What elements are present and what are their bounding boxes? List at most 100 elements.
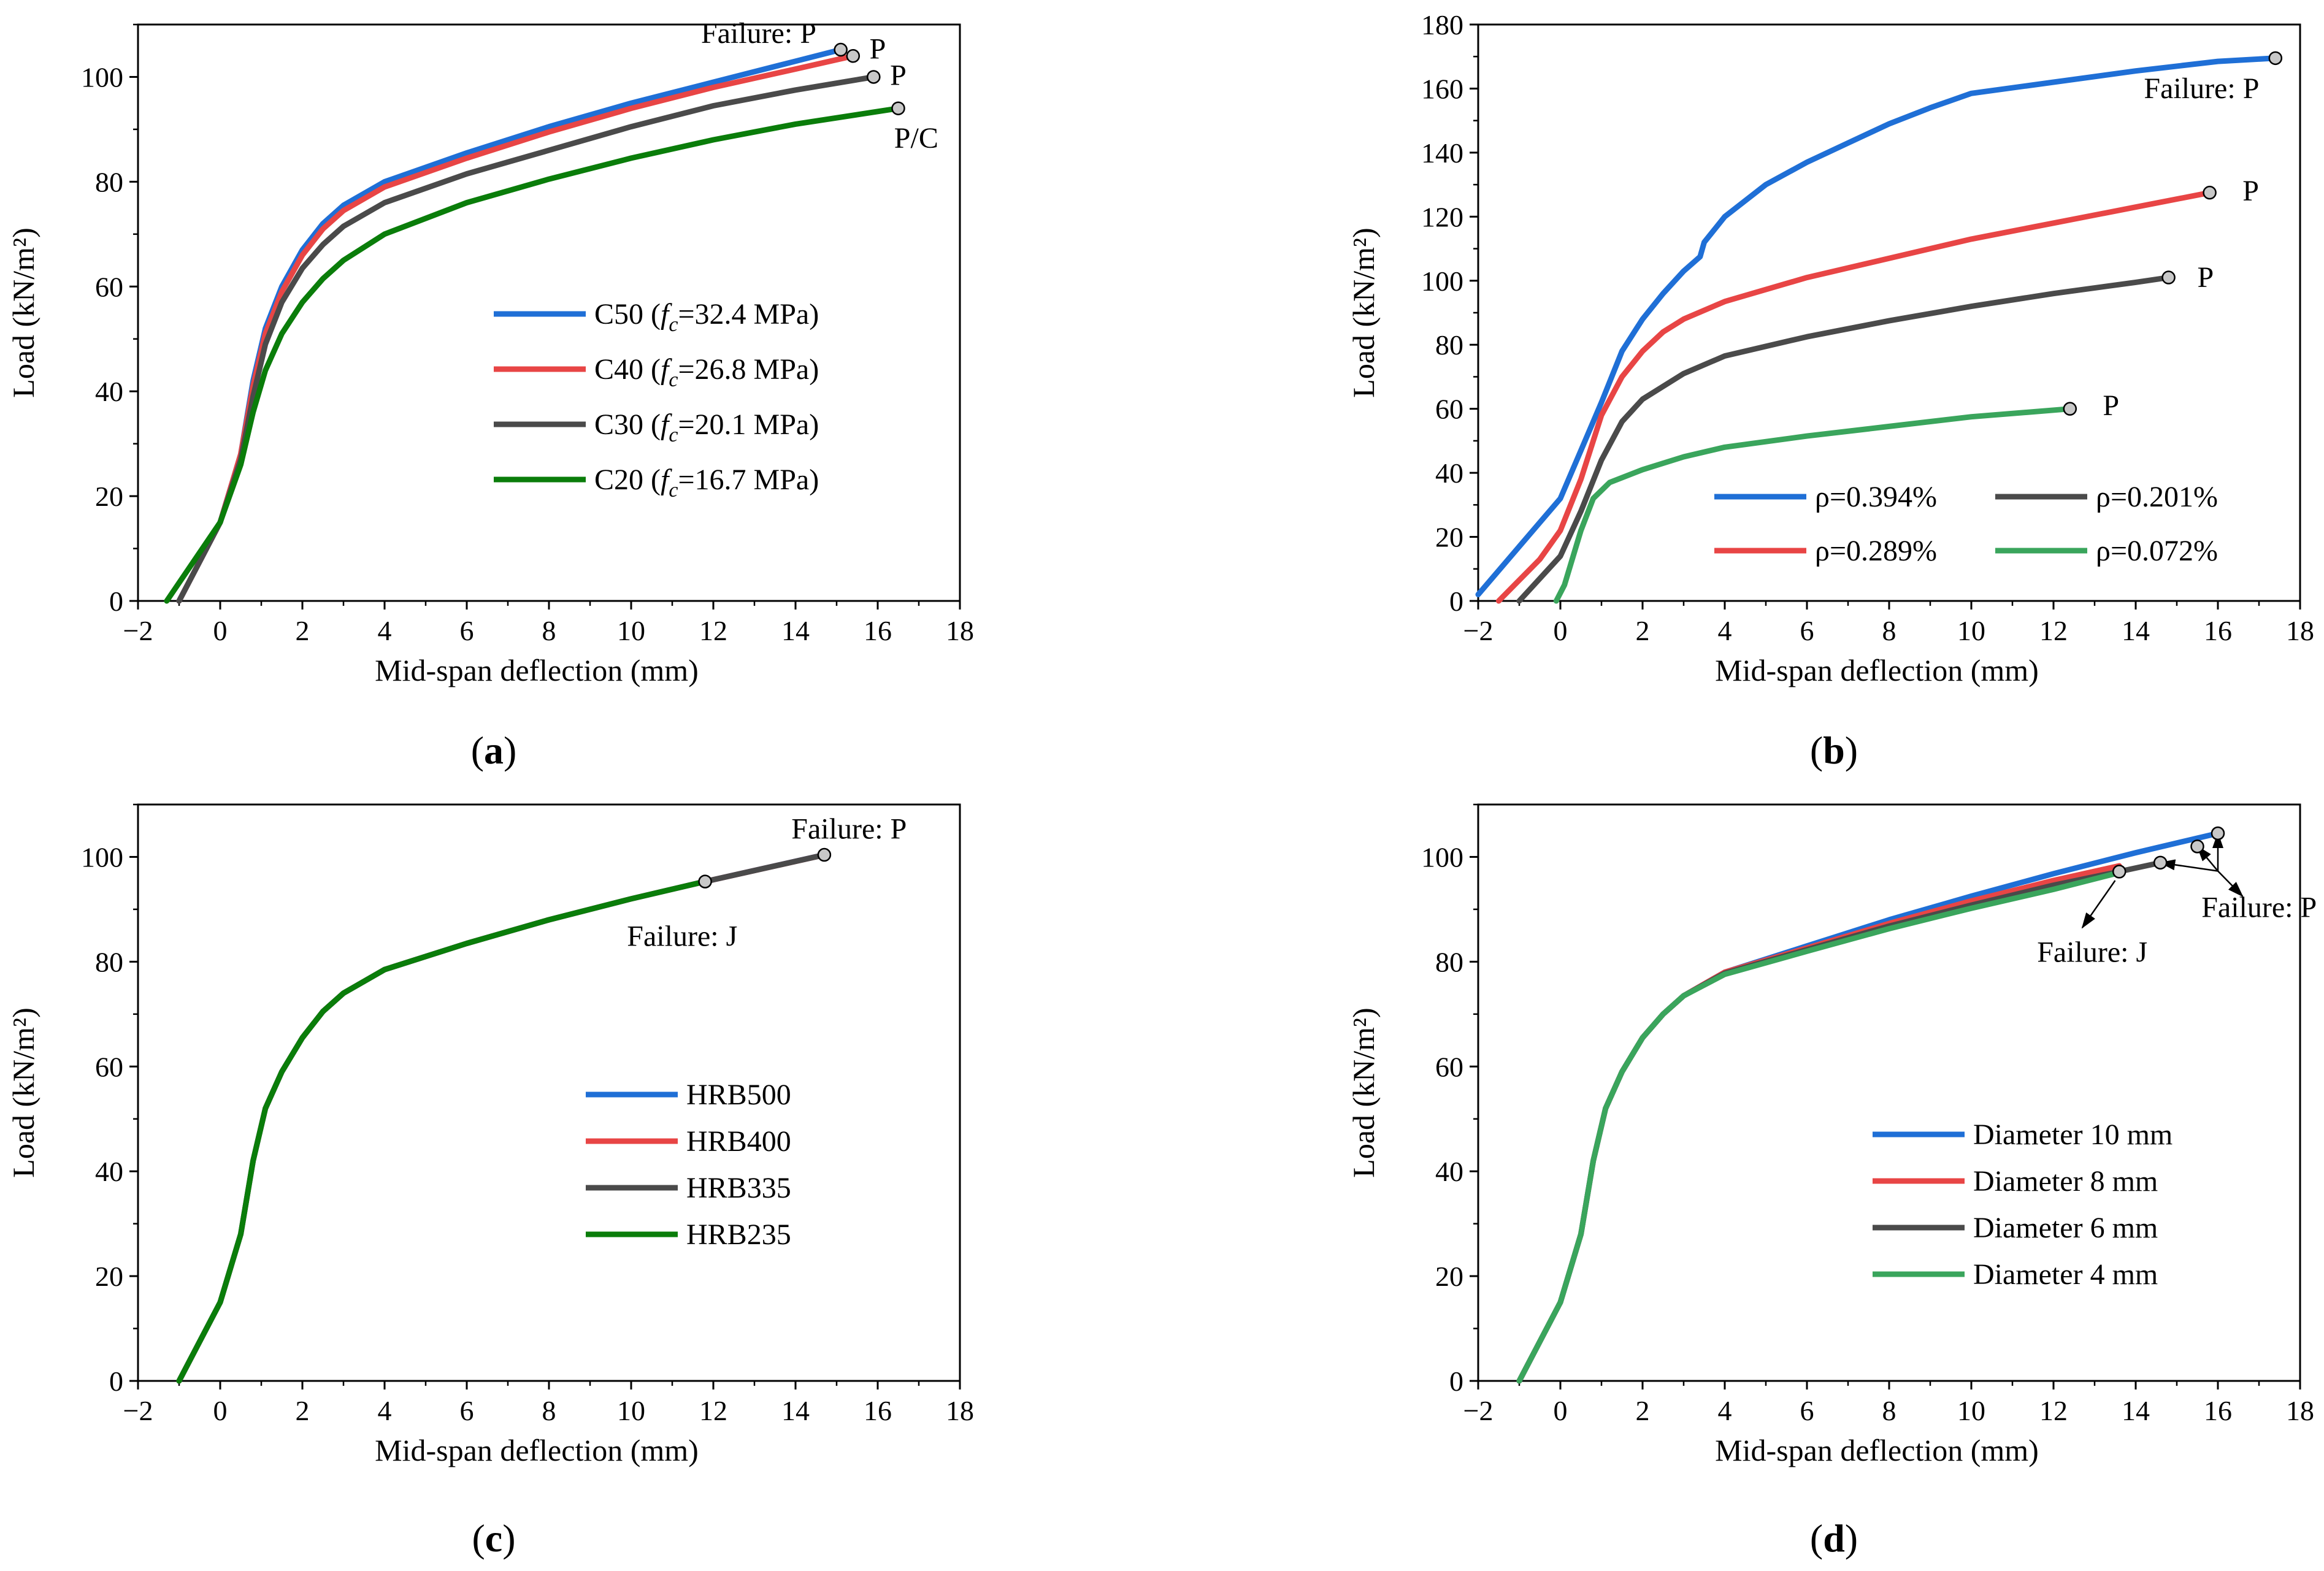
failure-point-marker [2190, 839, 2204, 854]
failure-annotation: P [890, 59, 907, 91]
y-tick-label: 80 [95, 166, 123, 197]
y-tick-label: 100 [81, 61, 123, 93]
x-tick-label: 8 [1882, 615, 1896, 646]
legend-label: Diameter 10 mm [1973, 1118, 2173, 1151]
x-tick-label: 8 [542, 615, 556, 646]
x-tick-label: 4 [1718, 1395, 1732, 1426]
x-tick-label: 4 [378, 615, 392, 646]
failure-annotation: P [870, 33, 886, 66]
panel-label: (d) [1810, 1516, 1858, 1560]
legend-label: C20 (fc=16.7 MPa) [594, 464, 819, 502]
legend-label: Diameter 4 mm [1973, 1258, 2158, 1291]
x-tick-label: 14 [2122, 615, 2150, 646]
failure-annotation: P [2242, 175, 2259, 207]
plot-frame [1477, 803, 2301, 1382]
y-tick-label: 20 [1435, 522, 1463, 553]
failure-point-marker [2063, 402, 2077, 416]
y-tick-label: 100 [81, 841, 123, 873]
series-line-4 [1553, 406, 2073, 604]
x-tick-label: 2 [296, 1395, 310, 1426]
panel-b: −2 0 2 4 6 8 10 12 14 16 1802040608010012014016018… [1346, 9, 2314, 772]
failure-annotation: P [2198, 261, 2214, 294]
y-tick-label: 120 [1421, 201, 1463, 232]
series-line-4 [164, 105, 901, 604]
failure-annotation: P [2103, 389, 2119, 422]
legend-label: C50 (fc=32.4 MPa) [594, 298, 819, 336]
x-tick-label: 14 [781, 1395, 810, 1426]
y-tick-label: 20 [95, 1261, 123, 1292]
y-tick-label: 60 [1435, 1051, 1463, 1082]
x-tick-label: 0 [213, 1395, 228, 1426]
x-tick-label: 16 [864, 615, 892, 646]
failure-point-marker [2153, 855, 2168, 870]
y-tick-label: 80 [95, 946, 123, 977]
failure-point-marker [2161, 270, 2176, 285]
x-tick-label: 0 [213, 615, 228, 646]
failure-point-marker [2112, 865, 2126, 879]
x-tick-label: 14 [781, 615, 810, 646]
failure-point-marker [891, 101, 905, 115]
x-tick-label: 16 [2204, 615, 2232, 646]
x-tick-label: 14 [2122, 1395, 2150, 1426]
x-tick-label: −2 [123, 615, 153, 646]
failure-point-marker [834, 42, 848, 57]
failure-annotation: Failure: J [627, 920, 737, 953]
legend-label: ρ=0.394% [1815, 481, 1937, 513]
y-tick-label: 0 [109, 586, 123, 617]
x-tick-label: 10 [617, 1395, 645, 1426]
failure-point-marker [2203, 185, 2217, 200]
panel-label: (c) [472, 1516, 515, 1560]
legend: Diameter 10 mm Diameter 8 mm Diameter 6 mm… [1873, 1118, 2173, 1291]
x-axis-label: Mid-span deflection (mm) [1715, 1433, 2039, 1467]
x-tick-label: 18 [2286, 1395, 2314, 1426]
failure-annotation: Failure: J [2037, 936, 2147, 968]
x-tick-label: 12 [2039, 615, 2068, 646]
x-tick-label: 2 [1636, 1395, 1650, 1426]
legend-label: C40 (fc=26.8 MPa) [594, 353, 819, 391]
y-tick-label: 20 [95, 481, 123, 512]
y-tick-label: 80 [1435, 329, 1463, 361]
y-axis-label: Load (kN/m²) [6, 227, 40, 397]
x-tick-label: 10 [617, 615, 645, 646]
y-axis-label: Load (kN/m²) [1346, 1007, 1381, 1177]
legend-label: Diameter 8 mm [1973, 1165, 2158, 1198]
y-tick-label: 100 [1421, 841, 1463, 873]
x-tick-label: 2 [296, 615, 310, 646]
x-tick-label: 18 [946, 615, 974, 646]
annotation-arrow [2217, 870, 2244, 897]
legend-label: HRB335 [686, 1172, 791, 1204]
legend-label: Diameter 6 mm [1973, 1212, 2158, 1244]
y-tick-label: 60 [1435, 394, 1463, 425]
panel-label: (b) [1810, 728, 1858, 772]
y-axis-label: Load (kN/m²) [1346, 227, 1381, 397]
x-tick-label: 4 [378, 1395, 392, 1426]
x-axis-label: Mid-span deflection (mm) [375, 1433, 699, 1467]
legend: ρ=0.394% ρ=0.289% ρ=0.201% ρ=0.072% [1714, 481, 2218, 567]
x-tick-label: 12 [699, 1395, 727, 1426]
x-tick-label: 8 [542, 1395, 556, 1426]
legend-label: HRB500 [686, 1079, 791, 1111]
series-line-2 [1496, 189, 2213, 604]
y-tick-label: 40 [95, 1156, 123, 1187]
series-line-4 [1516, 870, 2122, 1384]
legend-label: ρ=0.289% [1815, 535, 1937, 567]
series-line-1 [1516, 830, 2221, 1384]
failure-point-marker [846, 49, 861, 63]
series-line-1 [1475, 55, 2279, 598]
x-tick-label: 18 [2286, 615, 2314, 646]
y-tick-label: 0 [1449, 586, 1463, 617]
y-axis-label: Load (kN/m²) [6, 1007, 40, 1177]
legend: C50 (fc=32.4 MPa) C40 (fc=26.8 MPa) C30 (f… [494, 298, 819, 502]
y-tick-label: 60 [95, 271, 123, 302]
failure-point-marker [817, 847, 832, 862]
x-tick-label: 12 [699, 615, 727, 646]
x-tick-label: 6 [1800, 615, 1814, 646]
x-tick-label: −2 [1463, 1395, 1494, 1426]
y-tick-label: 180 [1421, 9, 1463, 40]
y-tick-label: 40 [1435, 457, 1463, 489]
y-tick-label: 60 [95, 1051, 123, 1082]
x-tick-label: 8 [1882, 1395, 1896, 1426]
